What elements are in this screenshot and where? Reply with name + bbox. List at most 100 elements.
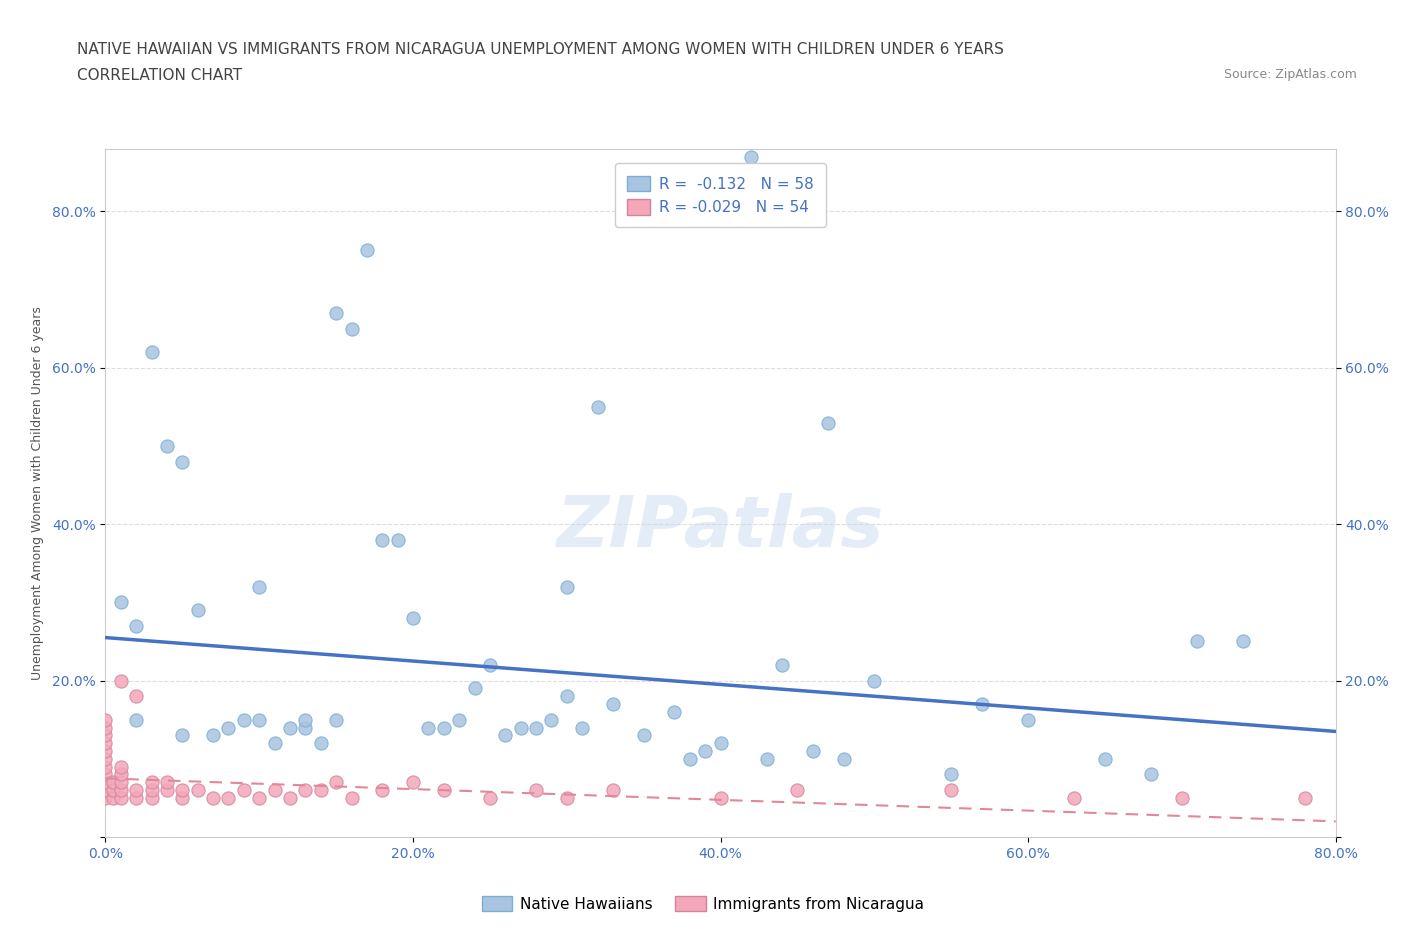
Point [110, 759, 132, 774]
Text: CORRELATION CHART: CORRELATION CHART [77, 68, 242, 83]
Point [1171, 790, 1194, 805]
Point [309, 783, 332, 798]
Point [449, 712, 471, 727]
Point [478, 790, 501, 805]
Point [94, 720, 117, 735]
Point [1017, 712, 1039, 727]
Point [125, 783, 148, 798]
Point [555, 579, 578, 594]
Point [755, 751, 778, 766]
Point [602, 697, 624, 711]
Point [94, 736, 117, 751]
Point [232, 783, 254, 798]
Point [125, 790, 148, 805]
Point [602, 783, 624, 798]
Point [1140, 767, 1163, 782]
Point [110, 790, 132, 805]
Point [356, 243, 378, 258]
Point [970, 697, 993, 711]
Point [1063, 790, 1085, 805]
Point [740, 149, 762, 164]
Point [433, 720, 456, 735]
Point [832, 751, 855, 766]
Point [309, 736, 332, 751]
Point [247, 790, 270, 805]
Point [817, 415, 839, 430]
Point [710, 736, 733, 751]
Point [263, 783, 285, 798]
Point [509, 720, 531, 735]
Point [172, 783, 194, 798]
Text: ZIPatlas: ZIPatlas [557, 493, 884, 562]
Point [863, 673, 886, 688]
Point [325, 712, 347, 727]
Point [664, 704, 686, 719]
Point [679, 751, 702, 766]
Point [110, 673, 132, 688]
Point [218, 790, 240, 805]
Legend: R =  -0.132   N = 58, R = -0.029   N = 54: R = -0.132 N = 58, R = -0.029 N = 54 [614, 164, 827, 227]
Point [202, 790, 225, 805]
Point [125, 712, 148, 727]
Point [294, 712, 316, 727]
Point [156, 783, 179, 798]
Point [263, 736, 285, 751]
Point [141, 775, 163, 790]
Point [247, 712, 270, 727]
Point [247, 579, 270, 594]
Point [101, 783, 124, 798]
Legend: Native Hawaiians, Immigrants from Nicaragua: Native Hawaiians, Immigrants from Nicara… [475, 889, 931, 918]
Point [110, 595, 132, 610]
Point [156, 439, 179, 454]
Point [94, 790, 117, 805]
Point [371, 532, 394, 547]
Point [141, 783, 163, 798]
Point [94, 767, 117, 782]
Point [172, 790, 194, 805]
Point [402, 775, 425, 790]
Point [141, 790, 163, 805]
Point [418, 720, 440, 735]
Point [478, 658, 501, 672]
Point [633, 728, 655, 743]
Point [94, 751, 117, 766]
Point [202, 728, 225, 743]
Point [187, 603, 209, 618]
Point [524, 783, 547, 798]
Point [94, 712, 117, 727]
Point [125, 689, 148, 704]
Point [1094, 751, 1116, 766]
Point [340, 321, 363, 336]
Point [325, 775, 347, 790]
Point [540, 712, 562, 727]
Point [172, 728, 194, 743]
Point [555, 790, 578, 805]
Point [172, 454, 194, 469]
Point [125, 618, 148, 633]
Point [110, 775, 132, 790]
Point [941, 767, 963, 782]
Point [94, 783, 117, 798]
Point [710, 790, 733, 805]
Point [110, 783, 132, 798]
Point [141, 345, 163, 360]
Point [94, 744, 117, 759]
Point [941, 783, 963, 798]
Point [524, 720, 547, 735]
Point [786, 783, 808, 798]
Point [1187, 634, 1209, 649]
Point [770, 658, 793, 672]
Point [294, 720, 316, 735]
Point [278, 720, 301, 735]
Point [110, 767, 132, 782]
Text: NATIVE HAWAIIAN VS IMMIGRANTS FROM NICARAGUA UNEMPLOYMENT AMONG WOMEN WITH CHILD: NATIVE HAWAIIAN VS IMMIGRANTS FROM NICAR… [77, 42, 1004, 57]
Y-axis label: Unemployment Among Women with Children Under 6 years: Unemployment Among Women with Children U… [31, 306, 44, 680]
Point [1294, 790, 1316, 805]
Point [387, 532, 409, 547]
Point [1232, 634, 1254, 649]
Point [94, 759, 117, 774]
Point [371, 783, 394, 798]
Point [464, 681, 486, 696]
Point [325, 306, 347, 321]
Point [402, 611, 425, 626]
